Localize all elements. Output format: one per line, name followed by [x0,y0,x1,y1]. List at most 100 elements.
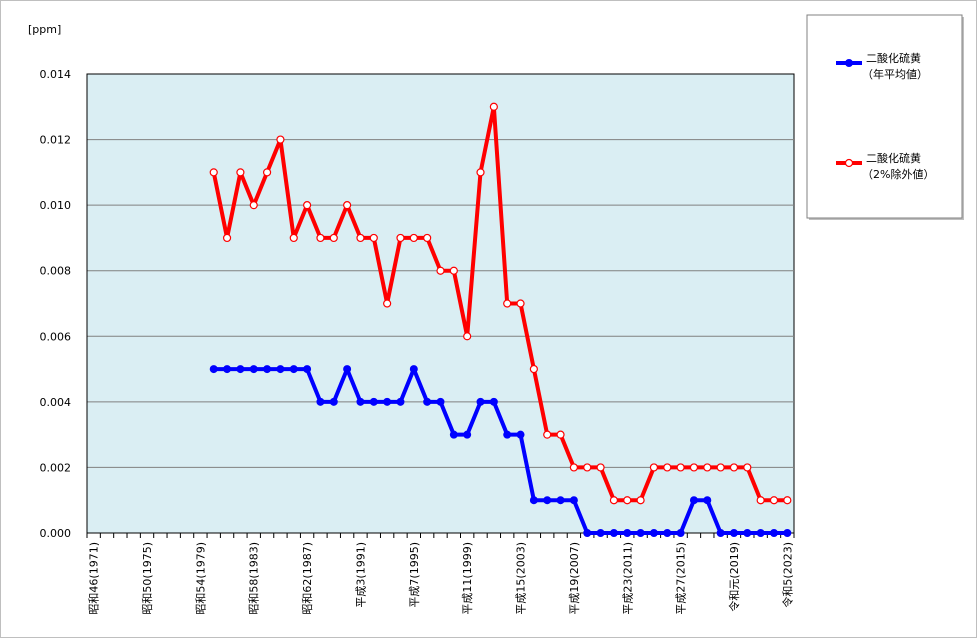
series-1-point [303,365,312,374]
series-1-point [209,365,218,374]
series-1-point [423,397,432,406]
series-2-point [463,332,472,341]
series-2 [209,102,792,505]
x-tick-label: 平成19(2007) [568,542,581,615]
legend-box [806,14,963,219]
series-1-point [703,496,712,505]
series-1-point [369,397,378,406]
series-2-point [569,463,578,472]
series-1-point [236,365,245,374]
y-tick-label: 0.008 [40,265,72,278]
unit-label: [ppm] [28,23,61,36]
series-2-point [289,233,298,243]
series-2-point [676,463,685,472]
series-2-point [262,168,272,177]
series-1-point [476,397,485,406]
x-tick-label: 平成3(1991) [354,542,367,608]
legend-item-1: 二酸化硫黄 （年平均値） [836,51,928,81]
y-axis-ticks: 0.000 0.002 0.004 0.006 0.008 0.010 0.012 0.014 [40,68,72,540]
series-2-point [623,496,632,505]
legend-swatch-marker [844,158,854,168]
series-2-point [436,266,445,275]
series-2-point [303,201,312,210]
series-1-point [716,529,725,537]
series-layer [209,102,792,537]
series-2-point [409,233,418,243]
x-tick-label: 昭和62(1987) [301,542,314,615]
series-2-point [343,201,352,210]
series-2-point [769,496,779,505]
series-1-point [316,397,325,406]
series-1-point [596,529,605,537]
series-2-point [329,233,338,243]
series-1-point [729,529,738,537]
series-2-point [236,168,245,177]
series-2-point [423,233,432,243]
legend-label-line1: 二酸化硫黄 [866,51,921,65]
series-1-point [516,430,525,439]
series-1-point [489,397,498,406]
x-tick-label: 昭和46(1971) [88,542,101,615]
series-2-point [369,233,378,243]
x-tick-label: 平成27(2015) [675,542,688,615]
series-2-point [356,233,365,243]
series-1-point [609,529,618,537]
y-tick-label: 0.002 [40,461,72,474]
series-1-point [409,365,418,374]
series-2-point [503,299,512,308]
legend-label-line2: （2%除外値） [862,167,934,181]
y-tick-label: 0.004 [40,396,72,409]
series-1-point [543,496,552,505]
series-1-point [676,529,685,537]
legend-swatch-marker [845,59,853,67]
series-1-point [463,430,472,439]
series-2-point [716,463,725,472]
x-tick-label: 昭和54(1979) [194,542,207,615]
y-tick-label: 0.014 [40,68,72,81]
x-tick-label: 平成11(1999) [461,542,474,615]
series-2-point [209,168,218,177]
series-1-point [223,365,232,374]
series-1-point [529,496,538,505]
series-1-point [636,529,645,537]
series-1-point [689,496,698,505]
x-tick-label: 昭和50(1975) [141,542,154,615]
series-1-point [343,365,352,374]
series-1-line [213,367,788,535]
series-2-point [596,463,605,472]
y-tick-label: 0.010 [40,199,72,212]
x-tick-label: 平成15(2003) [515,542,528,615]
y-tick-label: 0.000 [40,527,72,540]
series-1-point [556,496,565,505]
y-tick-label: 0.012 [40,134,72,147]
series-2-point [396,233,405,243]
plot-area [86,73,795,534]
series-2-point [516,299,525,308]
series-2-point [583,463,592,472]
legend-item-2: 二酸化硫黄 （2%除外値） [836,151,934,181]
series-1-point [276,365,285,374]
series-2-point [689,463,699,472]
series-2-point [663,463,672,472]
x-tick-label: 令和元(2019) [727,542,741,612]
series-1-point [743,529,752,537]
series-2-point [783,496,792,505]
series-2-point [609,496,619,505]
series-2-point [449,266,458,275]
series-2-point [649,463,659,472]
series-1-point [503,430,512,439]
series-1-point [329,397,338,406]
series-2-point [476,168,485,177]
series-2-point [556,430,565,439]
series-2-point [276,135,285,144]
series-1-point [383,397,392,406]
series-1-point [649,529,658,537]
legend: 二酸化硫黄 （年平均値） 二酸化硫黄 （2%除外値） [806,14,964,220]
series-1-point [583,529,592,537]
legend-label-line1: 二酸化硫黄 [866,151,921,165]
x-axis-ticks: 昭和46(1971) 昭和50(1975) 昭和54(1979) 昭和58(1983)… [86,533,795,615]
series-2-point [316,233,325,243]
x-tick-label: 平成23(2011) [621,542,634,615]
